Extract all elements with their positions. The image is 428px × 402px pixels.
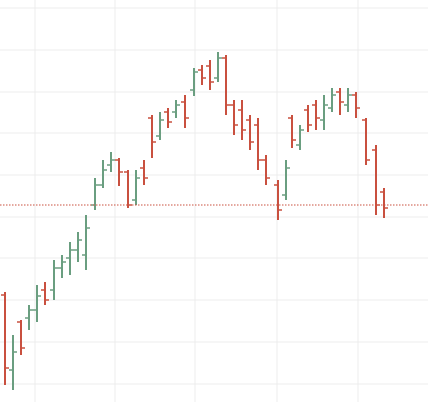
page: {"chart_data": {"type": "ohlc", "x": [5,… <box>0 0 428 402</box>
chart <box>0 0 428 402</box>
